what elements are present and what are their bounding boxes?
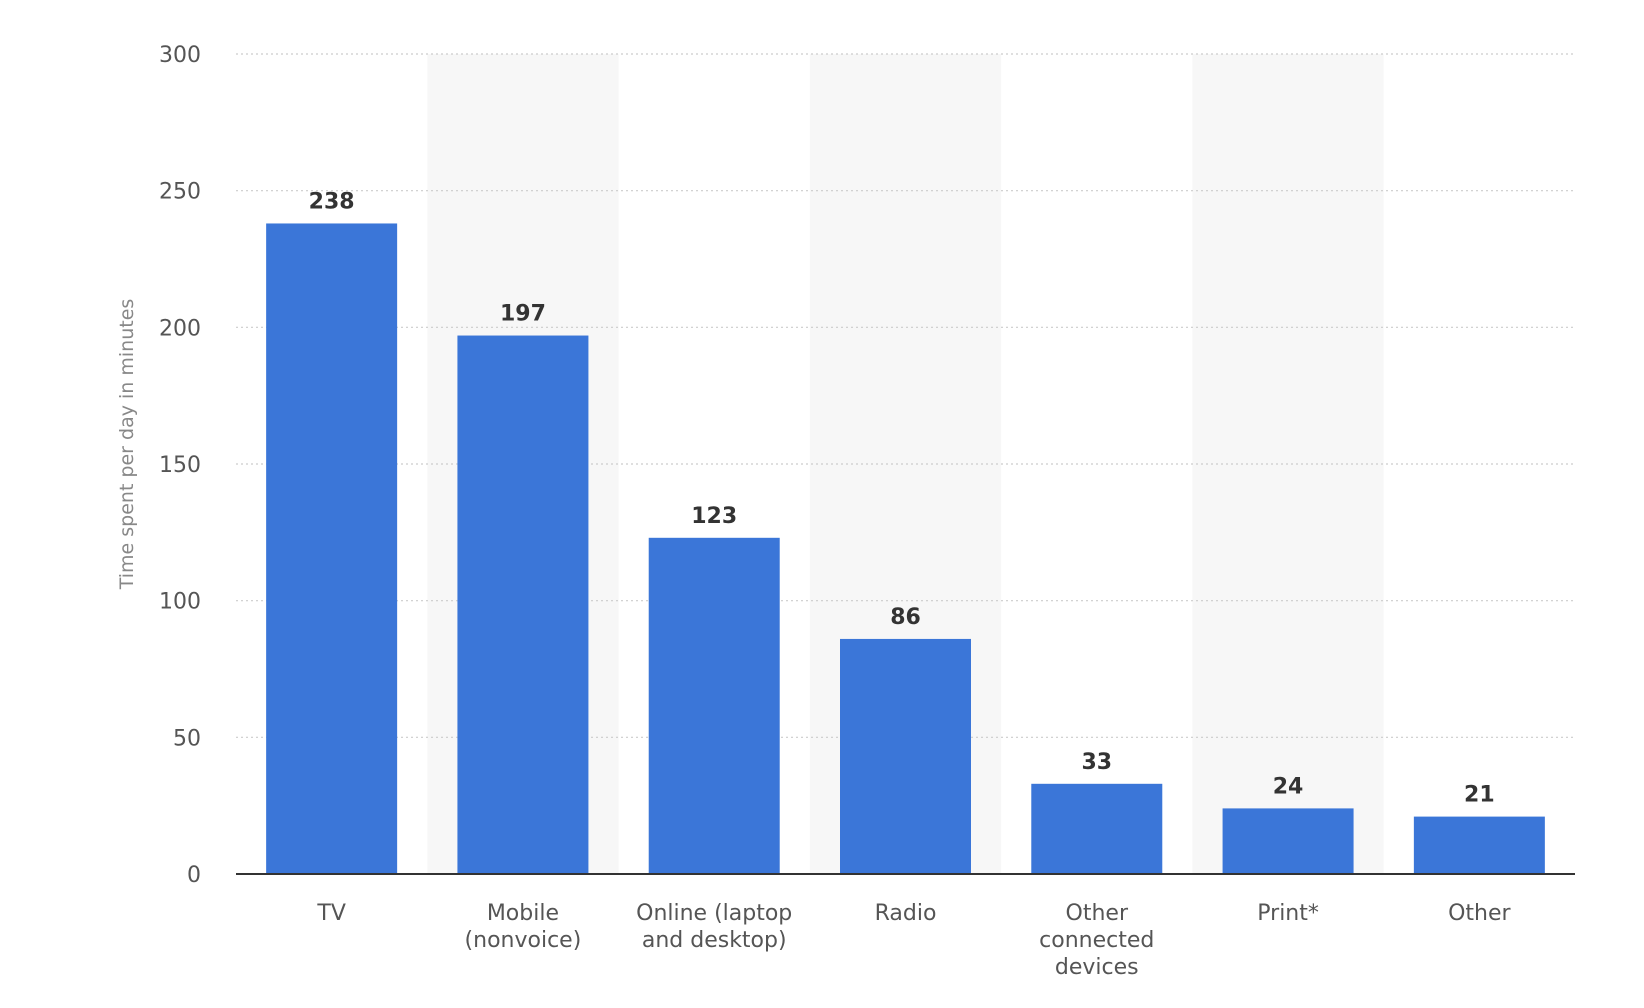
x-tick-label-line: Online (laptop <box>636 901 792 926</box>
x-tick-label-line: devices <box>1055 955 1139 980</box>
x-tick-label-line: Radio <box>875 901 937 926</box>
y-tick-label: 100 <box>159 590 201 615</box>
bar <box>648 537 780 874</box>
bar <box>457 335 589 874</box>
y-tick-label: 150 <box>159 453 201 478</box>
x-tick-label-line: Mobile <box>487 901 559 926</box>
y-axis-title: Time spent per day in minutes <box>116 299 138 591</box>
x-tick-label-line: Other <box>1066 901 1129 926</box>
data-label: 33 <box>1081 750 1112 775</box>
x-tick-label-line: and desktop) <box>642 928 787 953</box>
bar <box>1031 783 1163 874</box>
bar <box>1222 808 1354 874</box>
data-label: 123 <box>691 504 737 529</box>
x-axis-labels: TV Mobile (nonvoice) Online (laptop and desk… <box>316 901 1511 980</box>
x-tick-label-line: (nonvoice) <box>465 928 582 953</box>
x-tick-label-line: connected <box>1039 928 1154 953</box>
bars <box>266 223 1545 874</box>
data-label: 21 <box>1464 783 1495 808</box>
x-tick-label: Other connected devices <box>1039 901 1154 980</box>
x-tick-label-line: Print* <box>1257 901 1319 926</box>
x-tick-label-line: TV <box>316 901 346 926</box>
data-labels: 238 197 123 86 33 24 21 <box>309 189 1495 807</box>
y-tick-label: 50 <box>173 726 201 751</box>
data-label: 86 <box>890 605 921 630</box>
y-tick-label: 300 <box>159 43 201 68</box>
y-tick-label: 200 <box>159 316 201 341</box>
x-tick-label-line: Other <box>1448 901 1511 926</box>
y-axis-ticks: 0 50 100 150 200 250 300 <box>159 43 201 888</box>
bar <box>1413 816 1545 874</box>
x-tick-label: Mobile (nonvoice) <box>465 901 582 953</box>
y-tick-label: 250 <box>159 180 201 205</box>
data-label: 197 <box>500 302 546 327</box>
bar <box>266 223 398 874</box>
data-label: 238 <box>309 189 355 214</box>
data-label: 24 <box>1273 774 1304 799</box>
y-tick-label: 0 <box>187 863 201 888</box>
bar <box>840 638 971 874</box>
x-tick-label: Print* <box>1257 901 1319 926</box>
x-tick-label: TV <box>316 901 346 926</box>
gridlines <box>236 53 1575 738</box>
x-tick-label: Other <box>1448 901 1511 926</box>
x-tick-label: Online (laptop and desktop) <box>636 901 792 953</box>
x-tick-label: Radio <box>875 901 937 926</box>
